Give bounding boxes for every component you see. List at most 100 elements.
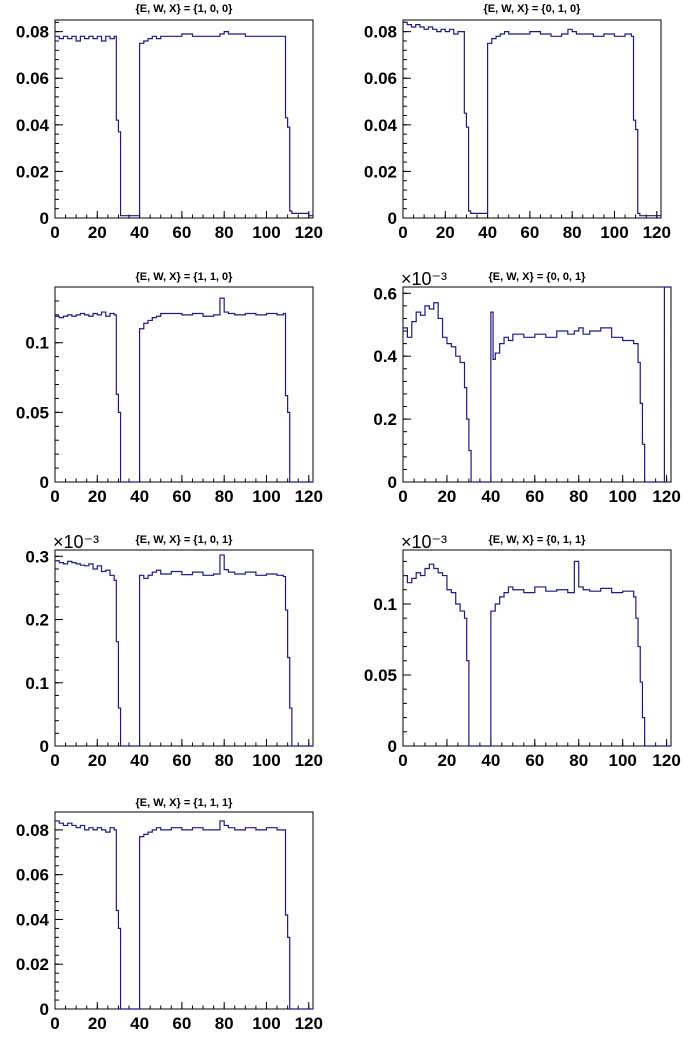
x-tick-label: 80: [569, 487, 588, 506]
y-tick-label: 0: [40, 473, 49, 492]
x-tick-label: 0: [398, 223, 407, 242]
x-tick-label: 0: [50, 487, 59, 506]
x-tick-label: 120: [652, 487, 680, 506]
x-tick-label: 60: [172, 1014, 191, 1033]
histogram-series-line: [403, 286, 671, 483]
y-tick-label: 0.2: [373, 410, 397, 429]
histogram-panel: {E, W, X} = {1, 0, 0} 0 20 40 60 80 100 120 0 0.0…: [16, 3, 323, 242]
y-tick-label: 0: [388, 473, 397, 492]
histogram-series-line: [55, 297, 313, 483]
y-tick-label: 0.08: [364, 23, 397, 42]
axis-exponent-label: ×10⁻³: [53, 532, 99, 552]
x-tick-label: 60: [172, 751, 191, 770]
x-tick-label: 40: [481, 751, 500, 770]
plot-frame: [54, 19, 314, 219]
x-tick-label: 20: [437, 751, 456, 770]
panel-title: {E, W, X} = {1, 1, 0}: [136, 271, 234, 283]
x-tick-label: 80: [215, 223, 234, 242]
x-tick-label: 120: [652, 751, 680, 770]
y-tick-label: 0.04: [364, 116, 398, 135]
panel-title: {E, W, X} = {1, 0, 0}: [136, 3, 234, 15]
y-tick-label: 0.3: [25, 547, 49, 566]
panel-title: {E, W, X} = {1, 0, 1}: [136, 534, 234, 546]
x-tick-label: 60: [520, 223, 539, 242]
panel-title: {E, W, X} = {0, 1, 0}: [484, 3, 582, 15]
y-tick-label: 0.06: [16, 69, 49, 88]
histogram-series-line: [403, 560, 671, 747]
y-tick-label: 0: [40, 737, 49, 756]
panel-title: {E, W, X} = {0, 1, 1}: [489, 534, 587, 546]
x-tick-label: 0: [50, 1014, 59, 1033]
plot-frame: [402, 19, 662, 219]
y-tick-label: 0.02: [364, 162, 397, 181]
histogram-series-line: [55, 31, 313, 217]
y-tick-label: 0.2: [25, 611, 49, 630]
y-tick-label: 0: [388, 209, 397, 228]
y-tick-label: 0.6: [373, 284, 397, 303]
x-tick-label: 100: [608, 487, 636, 506]
y-tick-label: 0.02: [16, 162, 49, 181]
x-tick-label: 20: [88, 223, 107, 242]
plot-frame: [54, 549, 314, 747]
y-tick-label: 0.06: [16, 866, 49, 885]
plot-frame: [402, 549, 672, 747]
histogram-series-line: [55, 554, 313, 747]
x-tick-label: 120: [295, 751, 323, 770]
x-tick-label: 120: [295, 487, 323, 506]
x-tick-label: 20: [436, 223, 455, 242]
x-tick-label: 120: [295, 223, 323, 242]
x-tick-label: 100: [252, 751, 280, 770]
x-tick-label: 60: [172, 223, 191, 242]
x-tick-label: 100: [252, 223, 280, 242]
histogram-series-line: [403, 21, 661, 217]
y-tick-label: 0: [40, 1000, 49, 1019]
y-tick-label: 0.08: [16, 821, 49, 840]
plot-frame: [54, 811, 314, 1010]
y-tick-label: 0.1: [25, 334, 49, 353]
x-tick-label: 40: [130, 751, 149, 770]
x-tick-label: 120: [643, 223, 671, 242]
axis-exponent-label: ×10⁻³: [401, 532, 447, 552]
histogram-panel: {E, W, X} = {0, 1, 1} 0 20 40 60 80 100 120 0 0.0…: [364, 532, 681, 770]
x-tick-label: 80: [563, 223, 582, 242]
y-tick-label: 0.04: [16, 116, 50, 135]
y-tick-label: 0.02: [16, 955, 49, 974]
axis-exponent-label: ×10⁻³: [401, 269, 447, 289]
y-tick-label: 0.05: [364, 666, 397, 685]
x-tick-label: 100: [252, 487, 280, 506]
x-tick-label: 0: [398, 751, 407, 770]
y-tick-label: 0.06: [364, 69, 397, 88]
panel-title: {E, W, X} = {0, 0, 1}: [489, 271, 587, 283]
y-tick-label: 0.1: [25, 674, 49, 693]
x-tick-label: 80: [215, 487, 234, 506]
plot-frame: [54, 286, 314, 483]
plot-frame: [402, 286, 672, 483]
x-tick-label: 60: [525, 487, 544, 506]
x-tick-label: 60: [172, 487, 191, 506]
x-tick-label: 40: [130, 223, 149, 242]
y-tick-label: 0.05: [16, 403, 49, 422]
x-tick-label: 100: [252, 1014, 280, 1033]
panel-title: {E, W, X} = {1, 1, 1}: [136, 797, 234, 809]
histogram-panel: {E, W, X} = {0, 1, 0} 0 20 40 60 80 100 120 0 0.0…: [364, 3, 671, 242]
x-tick-label: 80: [215, 751, 234, 770]
x-tick-label: 40: [130, 1014, 149, 1033]
x-tick-label: 100: [600, 223, 628, 242]
x-tick-label: 80: [569, 751, 588, 770]
x-tick-label: 0: [398, 487, 407, 506]
y-tick-label: 0.08: [16, 23, 49, 42]
histogram-series-line: [55, 820, 313, 1010]
x-tick-label: 0: [50, 751, 59, 770]
x-tick-label: 120: [295, 1014, 323, 1033]
x-tick-label: 40: [481, 487, 500, 506]
histogram-panel: {E, W, X} = {1, 1, 1} 0 20 40 60 80 100 120 0 0.0…: [16, 797, 323, 1033]
y-tick-label: 0: [388, 737, 397, 756]
x-tick-label: 80: [215, 1014, 234, 1033]
x-tick-label: 20: [88, 751, 107, 770]
y-tick-label: 0.1: [373, 595, 397, 614]
histogram-panel: {E, W, X} = {1, 1, 0} 0 20 40 60 80 100 120 0 0.0…: [16, 271, 323, 506]
x-tick-label: 40: [478, 223, 497, 242]
x-tick-label: 20: [437, 487, 456, 506]
x-tick-label: 20: [88, 487, 107, 506]
